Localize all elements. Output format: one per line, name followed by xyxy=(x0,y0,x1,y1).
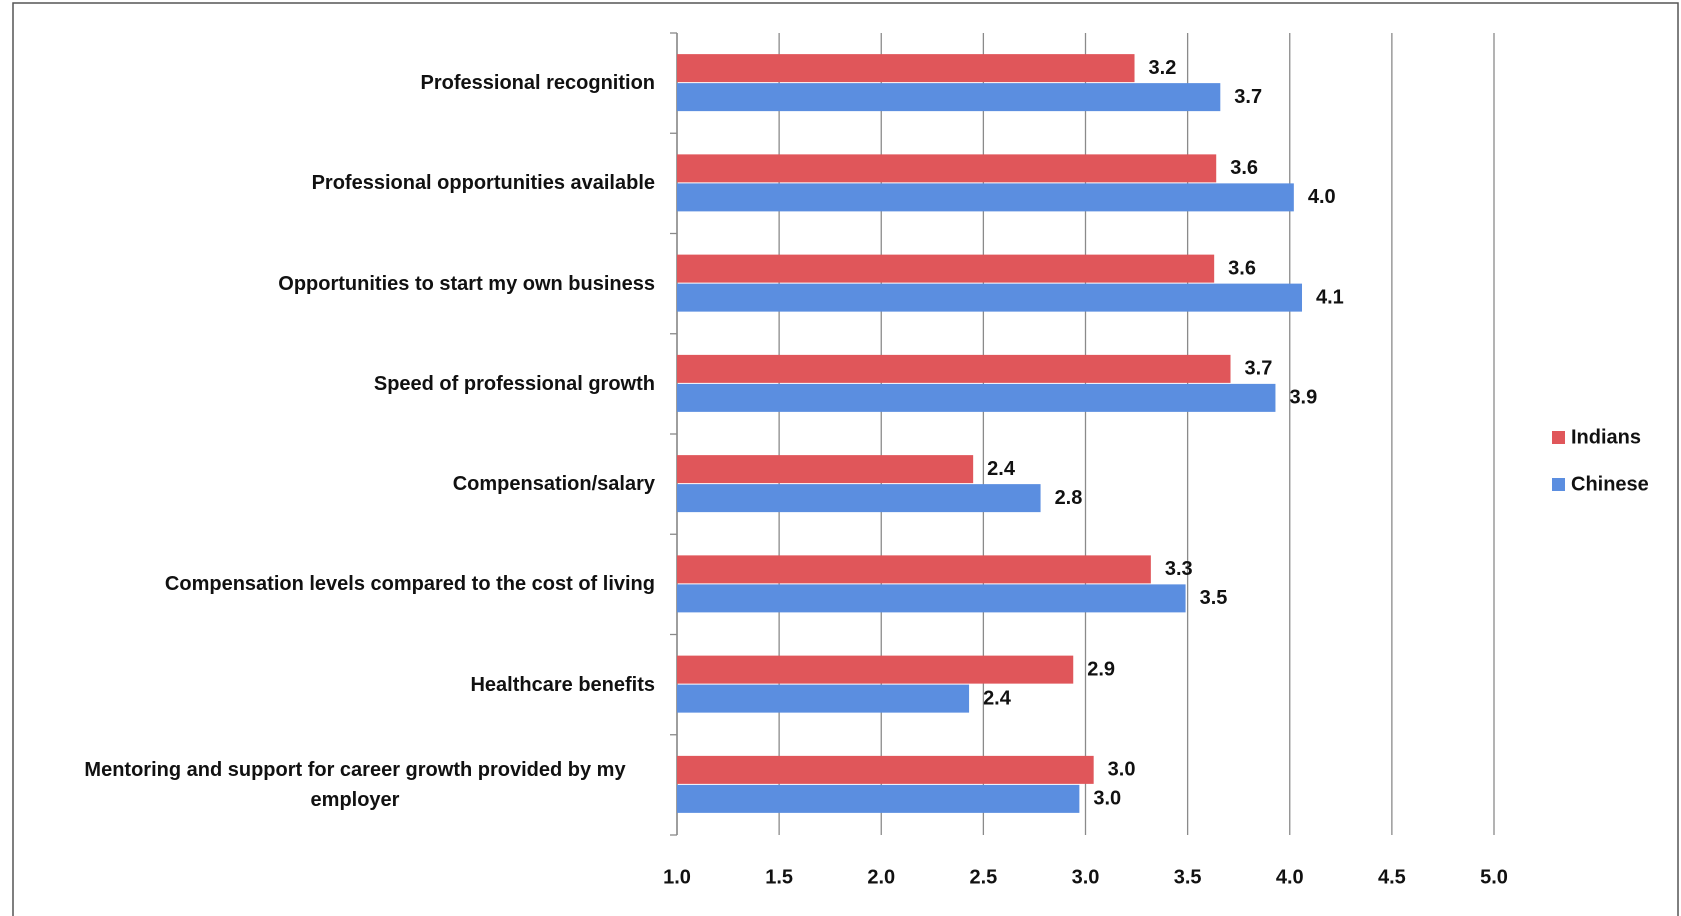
bar xyxy=(677,54,1135,83)
value-label: 3.0 xyxy=(1108,759,1136,781)
category-label: Speed of professional growth xyxy=(373,372,655,395)
x-tick-label: 4.5 xyxy=(1378,866,1406,888)
value-label: 3.7 xyxy=(1234,86,1262,108)
bar xyxy=(677,584,1186,613)
x-tick-label: 2.0 xyxy=(867,866,895,888)
value-label: 3.5 xyxy=(1200,587,1228,609)
legend-label: Indians xyxy=(1571,426,1641,448)
bar xyxy=(677,484,1041,513)
x-tick-label: 5.0 xyxy=(1480,866,1508,888)
category-label: Compensation/salary xyxy=(452,473,655,496)
bar xyxy=(677,283,1303,312)
value-label: 2.9 xyxy=(1087,658,1115,680)
value-label: 3.6 xyxy=(1230,157,1258,179)
value-label: 3.9 xyxy=(1289,387,1317,409)
value-label: 2.8 xyxy=(1055,487,1083,509)
bar xyxy=(677,655,1074,684)
x-tick-label: 3.5 xyxy=(1174,866,1202,888)
bar xyxy=(677,254,1215,283)
bar xyxy=(677,455,974,484)
bar xyxy=(677,555,1151,584)
category-label: Professional recognition xyxy=(420,72,655,95)
x-tick-label: 1.0 xyxy=(663,866,691,888)
value-label: 4.0 xyxy=(1308,186,1336,208)
value-label: 3.6 xyxy=(1228,257,1256,279)
category-label: Compensation levels compared to the cost… xyxy=(164,573,655,596)
value-label: 4.1 xyxy=(1316,286,1344,308)
bar xyxy=(677,784,1080,813)
legend-label: Chinese xyxy=(1571,473,1649,495)
legend-swatch xyxy=(1552,431,1565,444)
value-label: 2.4 xyxy=(987,458,1016,480)
x-tick-label: 4.0 xyxy=(1276,866,1304,888)
value-label: 2.4 xyxy=(983,687,1012,709)
value-label: 3.3 xyxy=(1165,558,1193,580)
bar xyxy=(677,354,1231,383)
value-label: 3.7 xyxy=(1245,358,1273,380)
bar xyxy=(677,183,1294,212)
category-label: Professional opportunities available xyxy=(311,172,655,195)
legend-swatch xyxy=(1552,478,1565,491)
bar xyxy=(677,755,1094,784)
chart-frame xyxy=(12,2,1679,916)
x-tick-label: 1.5 xyxy=(765,866,793,888)
value-label: 3.2 xyxy=(1149,57,1177,79)
x-tick-label: 3.0 xyxy=(1072,866,1100,888)
bar xyxy=(677,83,1221,112)
bar xyxy=(677,154,1217,183)
value-label: 3.0 xyxy=(1093,788,1121,810)
bar xyxy=(677,383,1276,412)
category-label: Healthcare benefits xyxy=(470,673,655,696)
x-tick-label: 2.5 xyxy=(969,866,997,888)
bar xyxy=(677,684,970,713)
category-label: Opportunities to start my own business xyxy=(278,272,655,295)
category-label: Mentoring and support for career growth … xyxy=(84,758,626,811)
